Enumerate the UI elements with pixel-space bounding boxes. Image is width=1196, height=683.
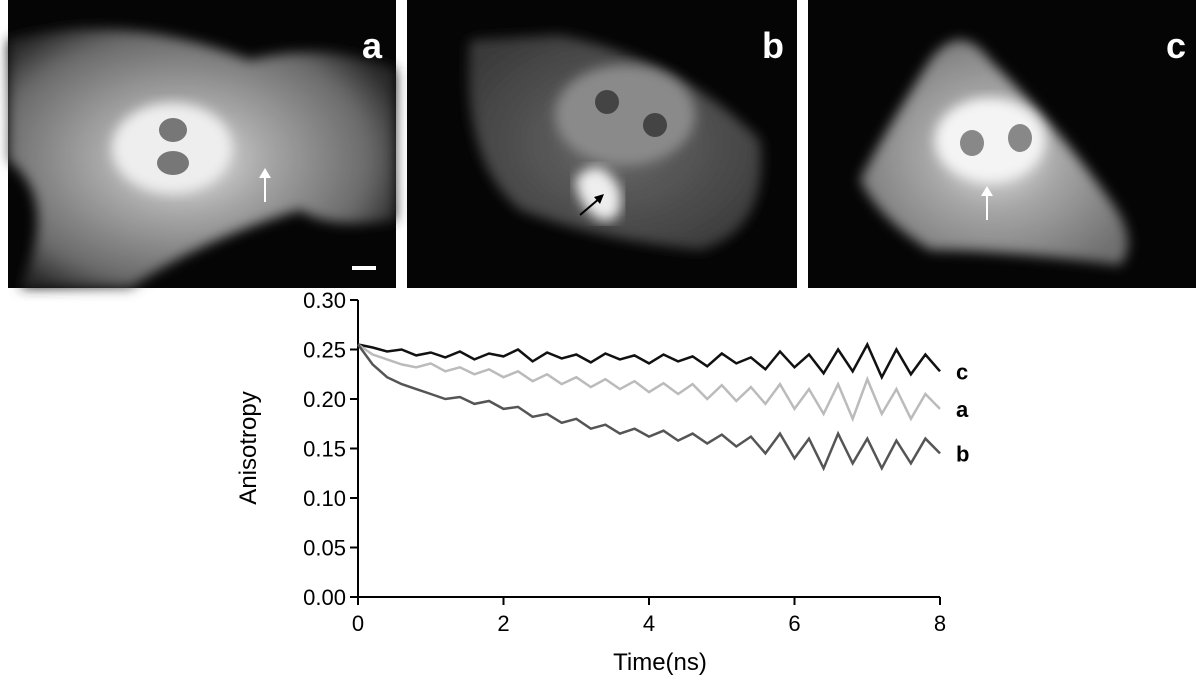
panel-b: [407, 0, 797, 288]
y-tick-label: 0.10: [303, 486, 346, 511]
x-tick-label: 8: [934, 611, 946, 636]
panel-label: b: [762, 25, 784, 66]
y-tick-label: 0.20: [303, 387, 346, 412]
y-tick-label: 0.00: [303, 585, 346, 610]
panel-a: [8, 0, 396, 288]
panel-c: [808, 0, 1196, 288]
x-axis-label: Time(ns): [613, 649, 707, 676]
y-tick-label: 0.30: [303, 288, 346, 313]
panel-label: a: [362, 25, 383, 66]
x-tick-label: 4: [643, 611, 655, 636]
x-tick-label: 0: [352, 611, 364, 636]
plot: 0.00 0.05 0.10 0.15 0.20 0.25 0.30 0 2 4 6 8 cab: [303, 288, 969, 636]
x-tick-label: 6: [788, 611, 800, 636]
series-label: b: [956, 441, 969, 466]
series-label: c: [956, 359, 968, 384]
y-tick-label: 0.05: [303, 536, 346, 561]
panel-label: c: [1166, 25, 1186, 66]
data-line: [357, 341, 941, 381]
data-line: [357, 343, 941, 423]
series-label: a: [956, 397, 969, 422]
y-tick-label: 0.15: [303, 437, 346, 462]
y-tick-label: 0.25: [303, 338, 346, 363]
data-line: [356, 343, 941, 472]
x-tick-label: 2: [497, 611, 509, 636]
y-axis-label: Anisotropy: [235, 391, 262, 504]
